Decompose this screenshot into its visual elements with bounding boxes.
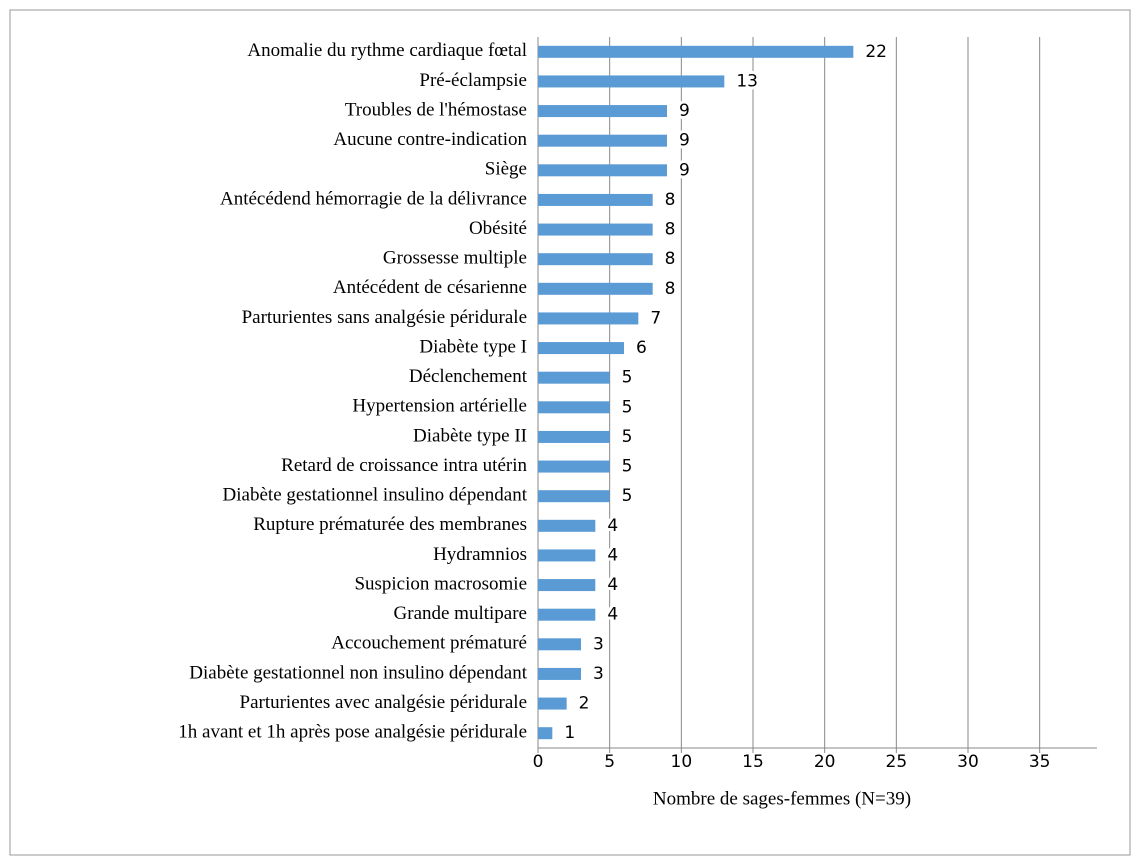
y-tick-label: Antécédend hémorragie de la délivrance	[220, 188, 527, 209]
value-label: 4	[607, 516, 618, 536]
y-tick-label: Hypertension artérielle	[352, 396, 527, 417]
value-label: 4	[607, 575, 618, 595]
bar	[538, 727, 553, 740]
y-tick-label: Troubles de l'hémostase	[345, 99, 527, 120]
x-tick-label: 30	[957, 752, 979, 772]
x-tick-label: 25	[886, 752, 908, 772]
value-label: 6	[636, 338, 647, 358]
bar	[538, 253, 653, 266]
y-tick-label: Diabète type II	[413, 425, 527, 446]
value-label: 9	[679, 131, 690, 151]
y-tick-label: Diabète type I	[419, 336, 527, 357]
value-label: 5	[622, 368, 633, 388]
bar	[538, 667, 581, 680]
x-tick-label: 20	[814, 752, 836, 772]
value-label: 8	[665, 220, 676, 240]
value-label: 8	[665, 249, 676, 269]
bar	[538, 371, 610, 384]
value-label: 5	[622, 427, 633, 447]
bar	[538, 549, 596, 562]
x-tick-label: 5	[604, 752, 615, 772]
value-label: 9	[679, 160, 690, 180]
x-axis-title: Nombre de sages-femmes (N=39)	[653, 788, 911, 809]
y-tick-label: Siège	[485, 159, 527, 180]
bar	[538, 193, 653, 206]
bar	[538, 490, 610, 503]
value-label: 3	[593, 664, 604, 684]
y-tick-label: Accouchement prématuré	[331, 633, 527, 654]
y-tick-label: Grande multipare	[394, 603, 527, 624]
value-label: 22	[865, 42, 887, 62]
value-label: 9	[679, 101, 690, 121]
y-tick-label: Pré-éclampsie	[419, 70, 527, 91]
bar	[538, 45, 854, 58]
bar	[538, 312, 639, 325]
x-tick-label: 10	[671, 752, 693, 772]
value-label: 8	[665, 190, 676, 210]
y-tick-label: Retard de croissance intra utérin	[281, 455, 527, 476]
bar	[538, 430, 610, 443]
value-label: 1	[564, 723, 575, 743]
bar	[538, 460, 610, 473]
bar	[538, 608, 596, 621]
value-label: 7	[650, 308, 661, 328]
bar	[538, 638, 581, 651]
value-label: 2	[579, 694, 590, 714]
bar	[538, 105, 667, 118]
bar	[538, 579, 596, 592]
bar	[538, 401, 610, 414]
bar	[538, 697, 567, 710]
x-tick-label: 0	[533, 752, 544, 772]
value-label: 8	[665, 279, 676, 299]
x-tick-label: 35	[1029, 752, 1051, 772]
bar	[538, 519, 596, 532]
y-tick-label: Rupture prématurée des membranes	[253, 514, 527, 535]
y-tick-label: Obésité	[469, 218, 527, 239]
bar	[538, 164, 667, 177]
value-label: 5	[622, 397, 633, 417]
value-label: 4	[607, 605, 618, 625]
value-label: 3	[593, 634, 604, 654]
bar	[538, 75, 725, 88]
x-tick-label: 15	[742, 752, 764, 772]
bar	[538, 282, 653, 295]
y-tick-label: Aucune contre-indication	[333, 129, 527, 150]
y-tick-label: Parturientes sans analgésie péridurale	[242, 307, 527, 328]
y-tick-label: Antécédent de césarienne	[333, 277, 527, 298]
y-tick-label: Déclenchement	[409, 366, 528, 387]
y-tick-label: Grossesse multiple	[383, 248, 527, 269]
y-tick-label: Diabète gestationnel insulino dépendant	[223, 485, 528, 506]
y-tick-label: 1h avant et 1h après pose analgésie péri…	[178, 722, 527, 743]
y-tick-label: Anomalie du rythme cardiaque fœtal	[247, 40, 527, 61]
y-tick-label: Suspicion macrosomie	[354, 573, 527, 594]
value-label: 13	[736, 71, 758, 91]
value-label: 4	[607, 545, 618, 565]
y-tick-label: Hydramnios	[433, 544, 527, 565]
value-label: 5	[622, 486, 633, 506]
bar	[538, 134, 667, 147]
bar	[538, 223, 653, 236]
y-tick-label: Parturientes avec analgésie péridurale	[240, 692, 528, 713]
value-label: 5	[622, 457, 633, 477]
y-tick-label: Diabète gestationnel non insulino dépend…	[189, 662, 527, 683]
bar	[538, 342, 624, 355]
